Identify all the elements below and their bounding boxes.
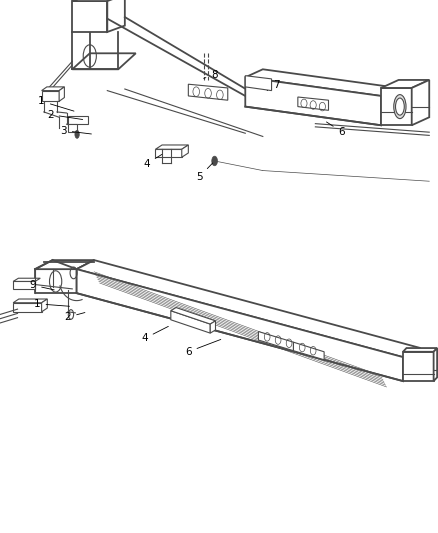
- Polygon shape: [72, 53, 136, 69]
- Polygon shape: [171, 308, 215, 324]
- Polygon shape: [77, 269, 403, 381]
- Text: 8: 8: [204, 70, 218, 79]
- Polygon shape: [210, 321, 215, 333]
- Polygon shape: [42, 91, 59, 101]
- Polygon shape: [35, 260, 94, 269]
- Polygon shape: [258, 332, 293, 351]
- Polygon shape: [434, 348, 437, 381]
- Polygon shape: [72, 0, 125, 1]
- Polygon shape: [293, 342, 324, 360]
- Polygon shape: [13, 281, 35, 289]
- Text: 2: 2: [64, 312, 85, 322]
- Polygon shape: [155, 145, 188, 149]
- Polygon shape: [403, 348, 437, 352]
- Polygon shape: [245, 76, 272, 91]
- Ellipse shape: [394, 94, 406, 118]
- Ellipse shape: [75, 130, 79, 138]
- Text: 5: 5: [196, 163, 213, 182]
- Polygon shape: [403, 352, 434, 381]
- Polygon shape: [68, 124, 77, 132]
- Text: 6: 6: [326, 122, 345, 136]
- Polygon shape: [13, 299, 47, 303]
- Polygon shape: [59, 87, 64, 101]
- Polygon shape: [171, 311, 210, 333]
- Polygon shape: [72, 1, 107, 32]
- Text: 4: 4: [141, 326, 168, 343]
- Polygon shape: [107, 0, 125, 32]
- Polygon shape: [13, 303, 42, 312]
- Polygon shape: [68, 116, 88, 124]
- Ellipse shape: [212, 156, 217, 166]
- Polygon shape: [245, 77, 381, 125]
- Ellipse shape: [396, 98, 404, 115]
- Polygon shape: [412, 80, 429, 125]
- Polygon shape: [182, 145, 188, 157]
- Text: 6: 6: [185, 340, 221, 357]
- Text: 1: 1: [38, 96, 74, 111]
- Polygon shape: [188, 84, 228, 100]
- Polygon shape: [155, 149, 182, 157]
- Polygon shape: [298, 97, 328, 110]
- Text: 3: 3: [60, 126, 92, 135]
- Polygon shape: [381, 80, 429, 88]
- Text: 7: 7: [267, 80, 279, 91]
- Text: 9: 9: [29, 280, 54, 290]
- Text: 4: 4: [143, 155, 162, 168]
- Text: 2: 2: [47, 110, 83, 119]
- Polygon shape: [77, 260, 94, 293]
- Polygon shape: [35, 269, 77, 293]
- Polygon shape: [77, 260, 420, 357]
- Polygon shape: [245, 69, 399, 96]
- Polygon shape: [13, 278, 40, 281]
- Text: 1: 1: [34, 299, 70, 309]
- Polygon shape: [381, 88, 412, 125]
- Polygon shape: [42, 299, 47, 312]
- Polygon shape: [42, 87, 64, 91]
